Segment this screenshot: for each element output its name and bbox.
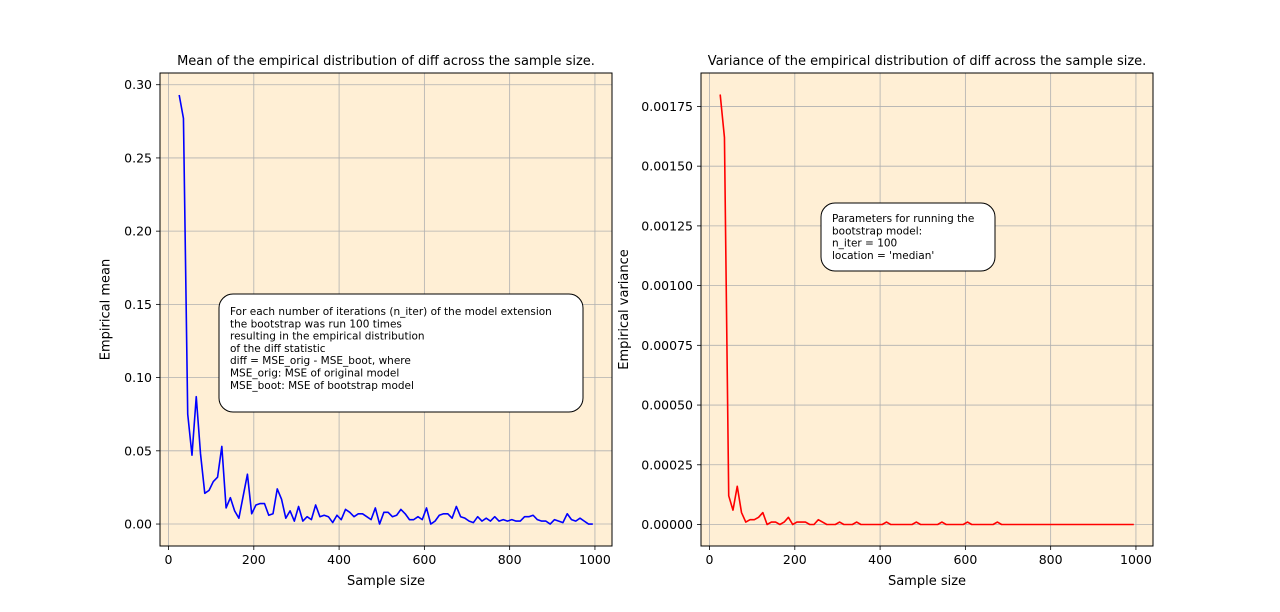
mean-annotation-line-0: For each number of iterations (n_iter) o… — [230, 306, 552, 318]
variance-x-tick-label-1: 200 — [783, 552, 807, 567]
mean-annotation-line-6: MSE_boot: MSE of bootstrap model — [230, 380, 414, 392]
mean-series — [178, 94, 593, 525]
mean-x-tick-label-0: 0 — [165, 552, 173, 567]
variance-y-tick-label-5: 0.00125 — [641, 218, 693, 233]
mean-annotation-line-2: resulting in the empirical distribution — [230, 331, 425, 343]
mean-x-tick-label-2: 400 — [327, 552, 351, 567]
mean-annotation-frame — [218, 293, 584, 413]
mean-y-axis-label: Empirical mean — [99, 259, 114, 360]
variance-x-tick-label-0: 0 — [706, 552, 714, 567]
mean-x-tick-label-5: 1000 — [579, 552, 611, 567]
mean-y-tick-label-1: 0.05 — [124, 443, 152, 458]
mean-annotation-line-3: of the diff statistic — [230, 343, 326, 355]
variance-annotation-line-2: n_iter = 100 — [832, 238, 897, 250]
mean-annotation-line-1: the bootstrap was run 100 times — [230, 318, 402, 330]
mean-annotation-line-4: diff = MSE_orig - MSE_boot, where — [230, 355, 411, 367]
mean-chart-title: Mean of the empirical distribution of di… — [177, 54, 595, 69]
mean-x-tick-label-4: 800 — [498, 552, 522, 567]
variance-y-tick-label-2: 0.00050 — [641, 398, 693, 413]
variance-chart-title: Variance of the empirical distribution o… — [708, 54, 1147, 69]
mean-x-axis-label: Sample size — [347, 574, 425, 589]
variance-axis-ticks: 0 200 400 600 800 1000 0.00000 0.00025 0.00050 0.… — [641, 99, 1152, 567]
variance-y-tick-label-4: 0.00100 — [641, 278, 693, 293]
variance-axes-frame — [700, 72, 1154, 547]
variance-annotation-line-3: location = 'median' — [832, 250, 934, 262]
mean-y-tick-label-3: 0.15 — [124, 297, 152, 312]
variance-x-tick-label-2: 400 — [868, 552, 892, 567]
variance-annotation-line-0: Parameters for running the — [832, 213, 974, 225]
mean-axes-frame — [159, 72, 613, 547]
variance-y-axis-label: Empirical variance — [617, 249, 632, 370]
variance-x-axis-label: Sample size — [888, 574, 966, 589]
variance-plot-area — [701, 73, 1153, 546]
mean-y-tick-label-2: 0.10 — [124, 370, 152, 385]
variance-chart: 0 200 400 600 800 1000 0.00000 0.00025 0.00050 0.… — [617, 54, 1154, 589]
variance-x-tick-label-5: 1000 — [1120, 552, 1152, 567]
mean-x-tick-label-1: 200 — [242, 552, 266, 567]
mean-x-tick-label-3: 600 — [412, 552, 436, 567]
mean-y-tick-label-0: 0.00 — [124, 517, 152, 532]
variance-x-tick-label-4: 800 — [1039, 552, 1063, 567]
mean-y-tick-label-5: 0.25 — [124, 150, 152, 165]
mean-grid — [160, 73, 612, 546]
variance-series — [719, 94, 1134, 526]
mean-axis-ticks: 0 200 400 600 800 1000 0.00 0.05 0.10 0.15 0.20 0.2… — [124, 77, 611, 567]
variance-x-tick-label-3: 600 — [953, 552, 977, 567]
mean-series-line-0 — [178, 94, 593, 525]
mean-annotation-box: For each number of iterations (n_iter) o… — [218, 293, 584, 413]
variance-y-tick-label-3: 0.00075 — [641, 338, 693, 353]
variance-annotation-frame — [820, 202, 996, 272]
variance-series-line-0 — [719, 94, 1134, 526]
variance-grid — [701, 73, 1153, 546]
variance-y-tick-label-1: 0.00025 — [641, 457, 693, 472]
variance-y-tick-label-7: 0.00175 — [641, 99, 693, 114]
variance-y-tick-label-6: 0.00150 — [641, 159, 693, 174]
mean-chart: 0 200 400 600 800 1000 0.00 0.05 0.10 0.15 0.20 0.2… — [99, 54, 613, 589]
mean-y-tick-label-6: 0.30 — [124, 77, 152, 92]
mean-annotation-line-5: MSE_orig: MSE of original model — [230, 368, 399, 380]
variance-annotation-line-1: bootstrap model: — [832, 225, 922, 237]
variance-y-tick-label-0: 0.00000 — [641, 517, 693, 532]
mean-y-tick-label-4: 0.20 — [124, 224, 152, 239]
